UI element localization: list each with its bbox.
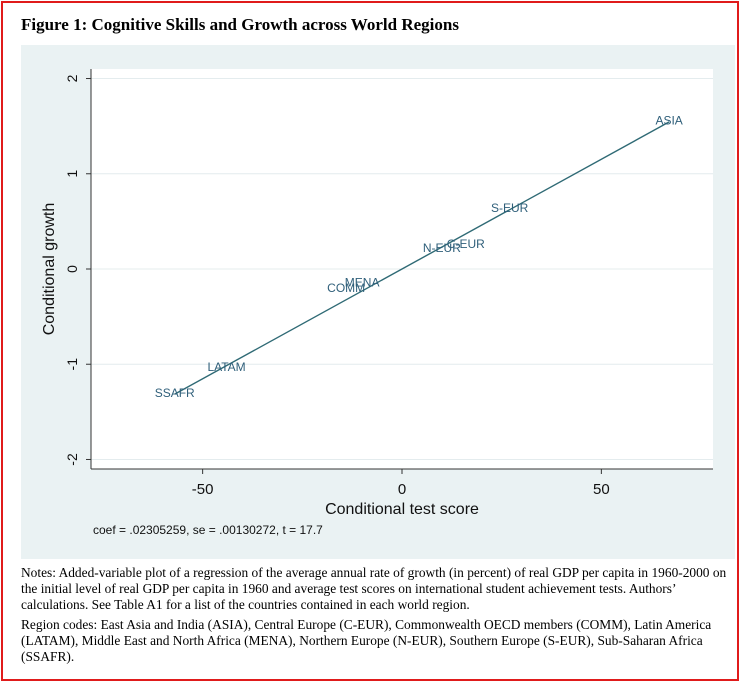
point-label-comm: COMM [327,281,365,295]
regression-annotation: coef = .02305259, se = .00130272, t = 17… [93,523,323,537]
x-tick-label: 50 [593,481,610,498]
point-label-mena: MENA [345,275,380,289]
fit-line [174,121,670,395]
point-label-latam: LATAM [207,360,245,374]
figure-title: Figure 1: Cognitive Skills and Growth ac… [21,15,459,34]
y-axis-label: Conditional growth [41,203,58,336]
x-axis-label: Conditional test score [325,501,479,518]
x-tick-label: -50 [192,481,214,498]
y-tick-label: 1 [64,170,80,178]
notes-paragraph: Notes: Added-variable plot of a regressi… [21,565,727,612]
fit-line-group [174,121,670,395]
x-tick-label: 0 [398,481,406,498]
y-tick-label: 2 [64,74,80,82]
y-tick-label: -2 [64,453,80,466]
y-tick-label: 0 [64,265,80,273]
plot-panel: -2 -1 0 1 2 -50 0 50 ASIA S-EUR N-EUR C-EUR MENA COM… [21,45,735,559]
point-label-c-eur: C-EUR [447,237,485,251]
region-codes-paragraph: Region codes: East Asia and India (ASIA)… [21,617,712,664]
point-label-asia: ASIA [655,113,682,127]
point-label-ssafr: SSAFR [155,386,195,400]
point-label-n-eur: N-EUR [423,241,461,255]
y-tick-label: -1 [64,358,80,371]
axis-ticks: -2 -1 0 1 2 -50 0 50 [64,74,610,498]
notes: Notes: Added-variable plot of a regressi… [21,565,737,669]
point-label-s-eur: S-EUR [491,201,529,215]
